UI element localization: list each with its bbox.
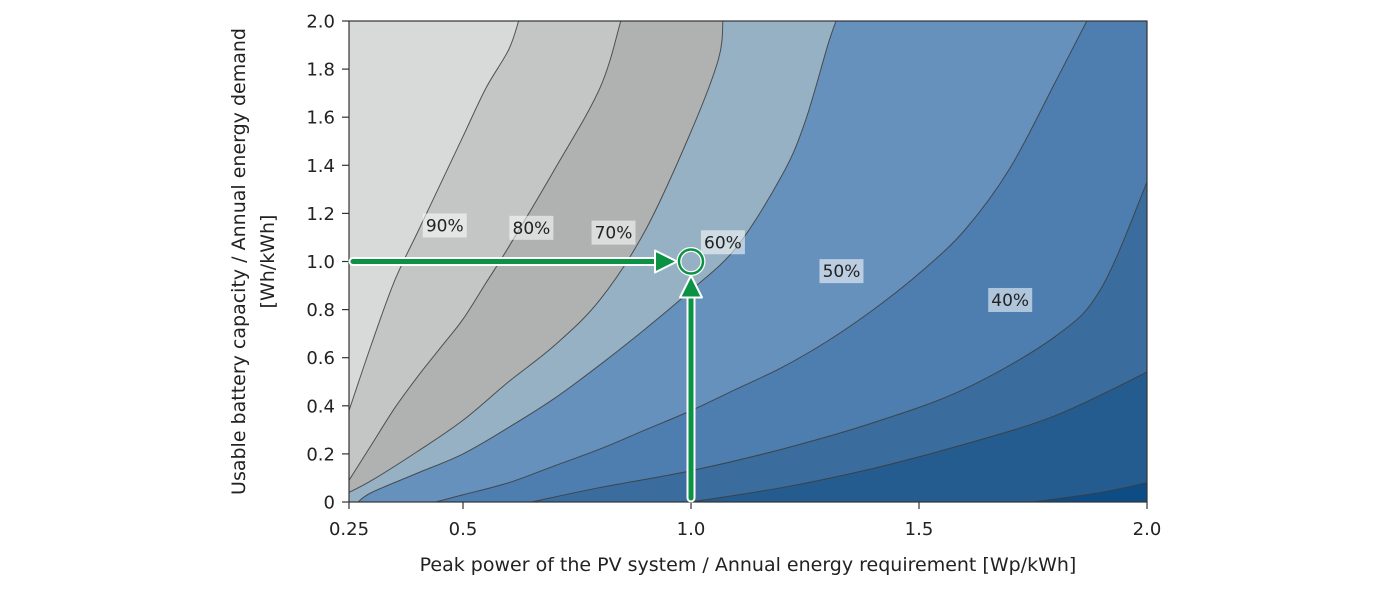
contour-label-text: 80% (513, 219, 551, 239)
contour-label-text: 60% (704, 233, 742, 253)
axes: 0.25 0.5 1.0 1.5 2.0 0 0.2 0.4 0.6 0.8 1.0 1.2 1.4 1.… (306, 12, 1161, 541)
contour-label-50: 50% (819, 259, 864, 284)
contour-label-box (988, 287, 1033, 312)
x-tick-label: 1.5 (905, 519, 934, 540)
vertical-arrow-head (679, 274, 703, 299)
contour-region-50 (435, 21, 1147, 502)
contour-region-40 (531, 182, 1147, 502)
contour-label-70: 70% (591, 220, 636, 245)
horizontal-arrow-head (654, 249, 678, 274)
contour-label-40: 40% (988, 287, 1033, 312)
y-tick-label: 0.4 (306, 396, 335, 417)
contour-line-70 (349, 21, 724, 493)
y-tick-label: 1.0 (306, 252, 335, 273)
y-tick-label: 0.6 (306, 348, 335, 369)
x-tick-label: 0.25 (329, 519, 369, 540)
contour-line-30 (690, 371, 1147, 502)
contour-line-60 (357, 21, 837, 502)
y-tick-label: 2.0 (306, 12, 335, 33)
operating-point-annotation (348, 247, 706, 503)
contour-label-80: 80% (509, 215, 554, 240)
y-tick-label: 1.4 (306, 156, 335, 177)
contour-label-60: 60% (700, 230, 745, 255)
contour-line-50 (435, 21, 1088, 502)
contour-label-box (422, 213, 467, 238)
y-axis-title-line-2: [Wh/kWh] (257, 215, 279, 309)
contour-label-box (819, 259, 864, 284)
contour-label-box (591, 220, 636, 245)
x-tick-label: 0.5 (449, 519, 478, 540)
y-axis-title-line-1: Usable battery capacity / Annual energy … (228, 28, 250, 495)
contour-line-90 (349, 21, 520, 411)
operating-point-marker (677, 248, 705, 275)
contour-label-90: 90% (422, 213, 467, 238)
plot-area (349, 21, 1147, 502)
y-tick-label: 1.6 (306, 108, 335, 129)
contour-label-text: 40% (991, 291, 1029, 311)
contour-labels: 90% 80% 70% 60% 50% 40% (422, 213, 1033, 312)
contour-region-20 (1033, 482, 1147, 502)
contour-label-text: 50% (823, 262, 861, 282)
y-tick-label: 1.2 (306, 204, 335, 225)
contour-label-text: 90% (426, 216, 464, 236)
contour-label-box (700, 230, 745, 255)
x-tick-label: 2.0 (1133, 519, 1162, 540)
x-axis-title: Peak power of the PV system / Annual ene… (420, 554, 1077, 576)
contour-region-30 (691, 372, 1147, 502)
y-tick-label: 0 (324, 493, 335, 514)
contour-line-20 (1032, 482, 1147, 502)
y-tick-label: 0.8 (306, 300, 335, 321)
contour-line-80 (349, 21, 622, 481)
contour-label-box (509, 215, 554, 240)
contour-label-text: 70% (595, 224, 633, 244)
contour-line-40 (531, 181, 1147, 502)
x-tick-label: 1.0 (677, 519, 706, 540)
y-tick-label: 1.8 (306, 60, 335, 81)
y-tick-label: 0.2 (306, 444, 335, 465)
